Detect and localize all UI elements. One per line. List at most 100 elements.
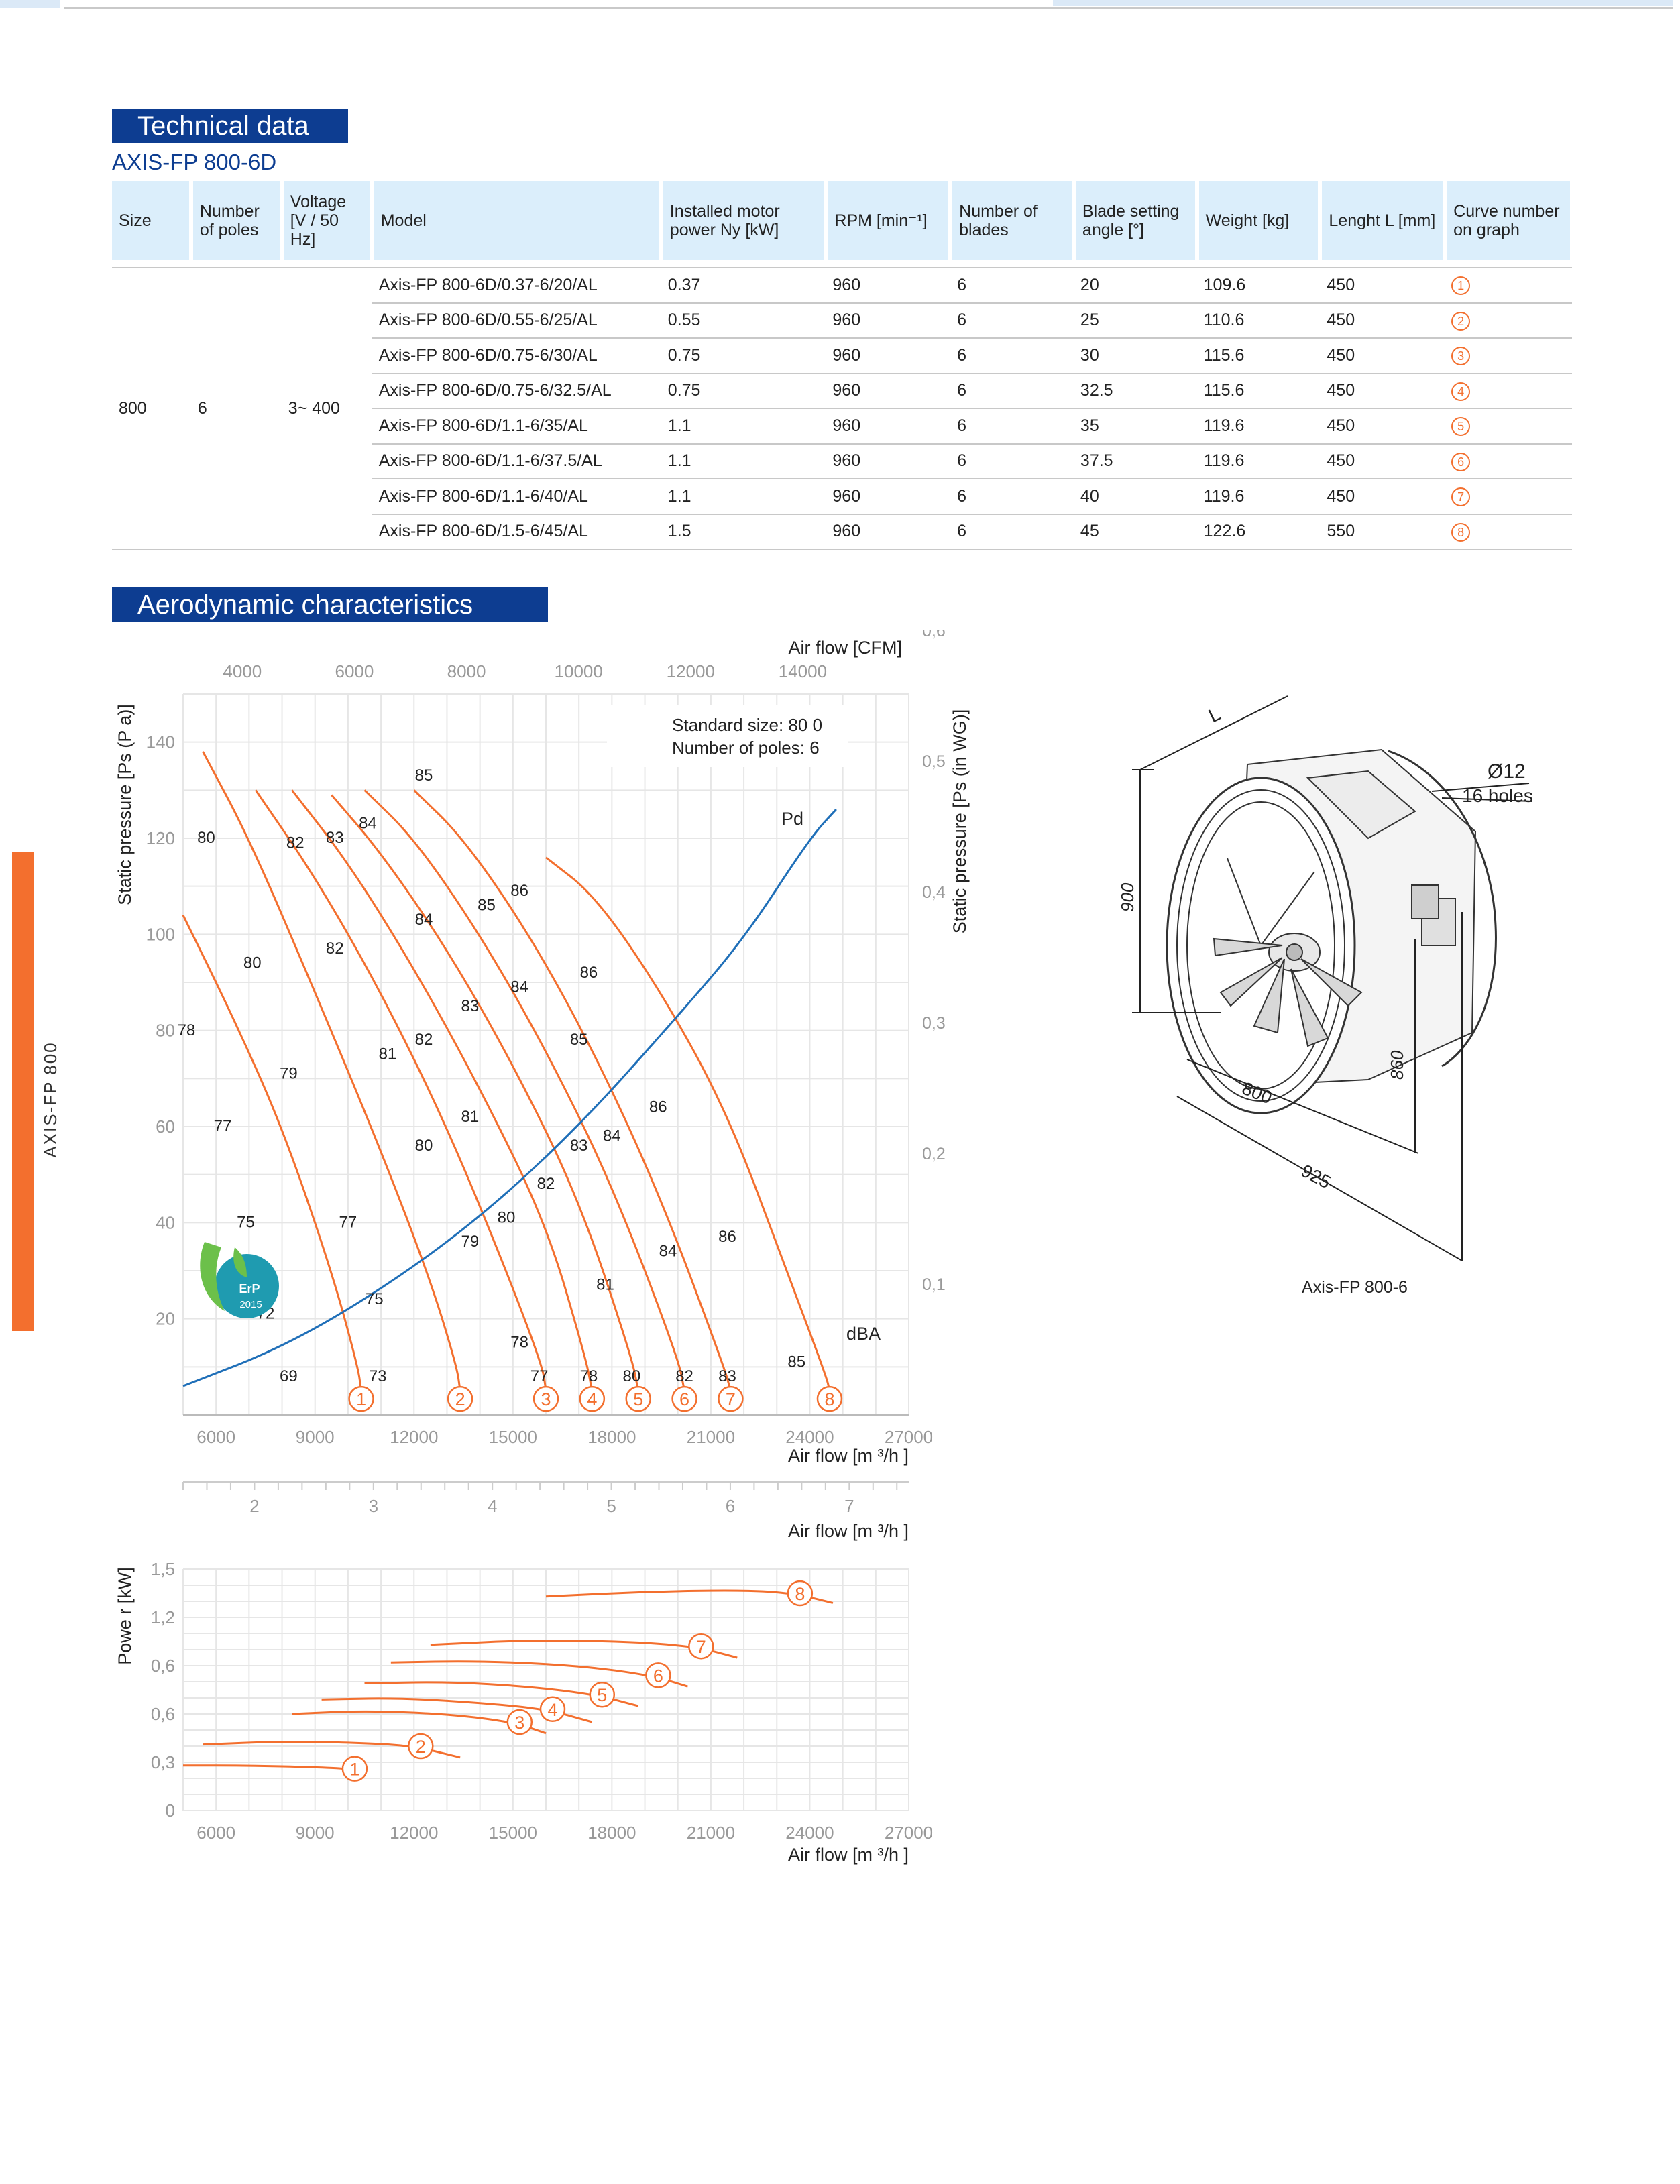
cell-length: 450: [1320, 408, 1445, 445]
power-curve-marker-label: 2: [416, 1737, 426, 1757]
cell-curve: 6: [1445, 443, 1572, 479]
cell-angle: 40: [1073, 479, 1197, 515]
cell-blades: 6: [950, 479, 1074, 515]
header-cell: Lenght L [mm]: [1320, 181, 1447, 260]
db-label: 80: [197, 829, 215, 847]
dim-hole: Ø12: [1488, 760, 1526, 783]
power-curve-marker-label: 5: [597, 1685, 607, 1705]
x-tick-label: 15000: [489, 1427, 537, 1447]
curve-number-badge: 8: [1451, 522, 1471, 542]
aerodynamic-charts: 6000 9000 12000 15000 18000 21000 24000 2700020…: [115, 630, 970, 1865]
curve-marker-label: 7: [726, 1389, 736, 1410]
db-label: 73: [369, 1367, 387, 1385]
power-curve-marker: [645, 1662, 671, 1688]
db-label: 79: [461, 1232, 480, 1251]
power-curve-marker-label: 3: [514, 1713, 524, 1733]
db-label: 83: [461, 997, 480, 1015]
power-x-tick-label: 12000: [390, 1823, 438, 1843]
cell-model: Axis-FP 800-6D/0.75-6/32.5/AL: [372, 373, 661, 409]
db-label: 86: [510, 882, 528, 900]
db-label: 83: [718, 1367, 736, 1385]
cfm-tick-label: 4000: [223, 661, 262, 681]
db-label: 75: [366, 1290, 384, 1308]
cell-rpm: 960: [826, 479, 951, 515]
erp-badge-label: ErP: [239, 1282, 260, 1296]
db-label: 82: [326, 939, 344, 958]
cell-blades: 6: [950, 268, 1074, 304]
cell-rpm: 960: [826, 302, 951, 339]
curve-marker: [625, 1385, 651, 1412]
header-cell: Voltage [V / 50 Hz]: [281, 181, 374, 260]
cell-curve: 2: [1445, 302, 1572, 339]
cell-blades: 6: [950, 443, 1074, 479]
db-label: 80: [623, 1367, 641, 1385]
inwg-tick-label: 0,4: [922, 883, 946, 902]
cell-length: 450: [1320, 373, 1445, 409]
power-curve-8: [545, 1589, 834, 1604]
power-curve-marker: [688, 1633, 714, 1660]
header-cell: RPM [min⁻¹]: [826, 181, 953, 260]
x-tick-label: 9000: [296, 1427, 335, 1447]
db-label: 81: [461, 1108, 480, 1126]
db-label: 86: [718, 1228, 736, 1246]
cell-length: 450: [1320, 268, 1445, 304]
section-aerodynamic: Aerodynamic characteristics: [112, 587, 548, 622]
power-curve-marker: [787, 1580, 814, 1607]
pressure-curve-2: [202, 751, 461, 1391]
pressure-curve-7: [413, 789, 732, 1391]
scale2-tick-label: 4: [488, 1496, 497, 1516]
cell-model: Axis-FP 800-6D/0.75-6/30/AL: [372, 338, 661, 374]
cfm-tick-label: 6000: [335, 661, 374, 681]
pressure-curve-5: [331, 794, 640, 1391]
erp-badge-year: 2015: [239, 1299, 262, 1310]
side-label: AXIS-FP 800: [40, 1041, 60, 1158]
top-rule: [64, 7, 1673, 9]
curve-marker: [533, 1385, 559, 1412]
fan-drawing: L Ø12 16 holes 900 860 800 925 Axis-FP 8…: [1117, 695, 1533, 1297]
top-right-tab: [1053, 0, 1673, 6]
table-row: Axis-FP 800-6D/0.75-6/32.5/AL 0.75 960 6 32.…: [112, 373, 1572, 409]
cell-angle: 25: [1073, 302, 1197, 339]
db-label: 84: [415, 911, 433, 929]
db-label: 83: [326, 829, 344, 847]
y-tick-label: 40: [156, 1212, 175, 1232]
dim-L: L: [1205, 703, 1224, 727]
header-cell: Number of blades: [950, 181, 1076, 260]
db-label: 85: [570, 1031, 588, 1049]
cell-length: 550: [1320, 514, 1445, 550]
cell-weight: 119.6: [1196, 443, 1321, 479]
curve-marker: [348, 1385, 374, 1412]
cell-angle: 20: [1073, 268, 1197, 304]
db-label: 83: [570, 1137, 588, 1155]
power-curve-6: [390, 1660, 688, 1688]
power-curve-marker: [341, 1756, 368, 1782]
cell-model: Axis-FP 800-6D/0.55-6/25/AL: [372, 302, 661, 339]
power-y-tick-label: 1,2: [151, 1607, 175, 1627]
x-axis-label: Air flow [m ³/h ]: [788, 1446, 909, 1466]
table-header-row: Size Number of poles Voltage [V / 50 Hz] Mo…: [112, 181, 1574, 260]
table-row: Axis-FP 800-6D/1.1-6/37.5/AL 1.1 960 6 37.5 1…: [112, 443, 1572, 479]
db-label: 84: [603, 1127, 621, 1145]
y2-axis-label: Static pressure [Ps (in WG)]: [950, 709, 970, 934]
curve-marker: [447, 1385, 473, 1412]
scale2-tick-label: 2: [249, 1496, 259, 1516]
cell-weight: 109.6: [1196, 268, 1321, 304]
power-x-tick-label: 6000: [197, 1823, 235, 1843]
dba-label: dBA: [846, 1324, 881, 1344]
top-left-tab: [0, 0, 60, 8]
cell-rpm: 960: [826, 338, 951, 374]
db-label: 78: [178, 1021, 196, 1039]
power-y-tick-label: 1,5: [151, 1559, 175, 1579]
cell-power: 1.5: [661, 514, 826, 550]
power-curve-marker: [539, 1696, 566, 1723]
pressure-curve-6: [363, 789, 686, 1391]
power-x-tick-label: 9000: [296, 1823, 335, 1843]
db-label: 82: [286, 834, 304, 852]
cell-voltage: 3~ 400: [281, 268, 372, 550]
x-tick-label: 12000: [390, 1427, 438, 1447]
power-y-tick-label: 0,6: [151, 1704, 175, 1724]
db-label: 81: [379, 1045, 397, 1064]
cell-angle: 30: [1073, 338, 1197, 374]
db-label: 86: [649, 1098, 667, 1116]
curve-number-badge: 1: [1451, 276, 1471, 296]
